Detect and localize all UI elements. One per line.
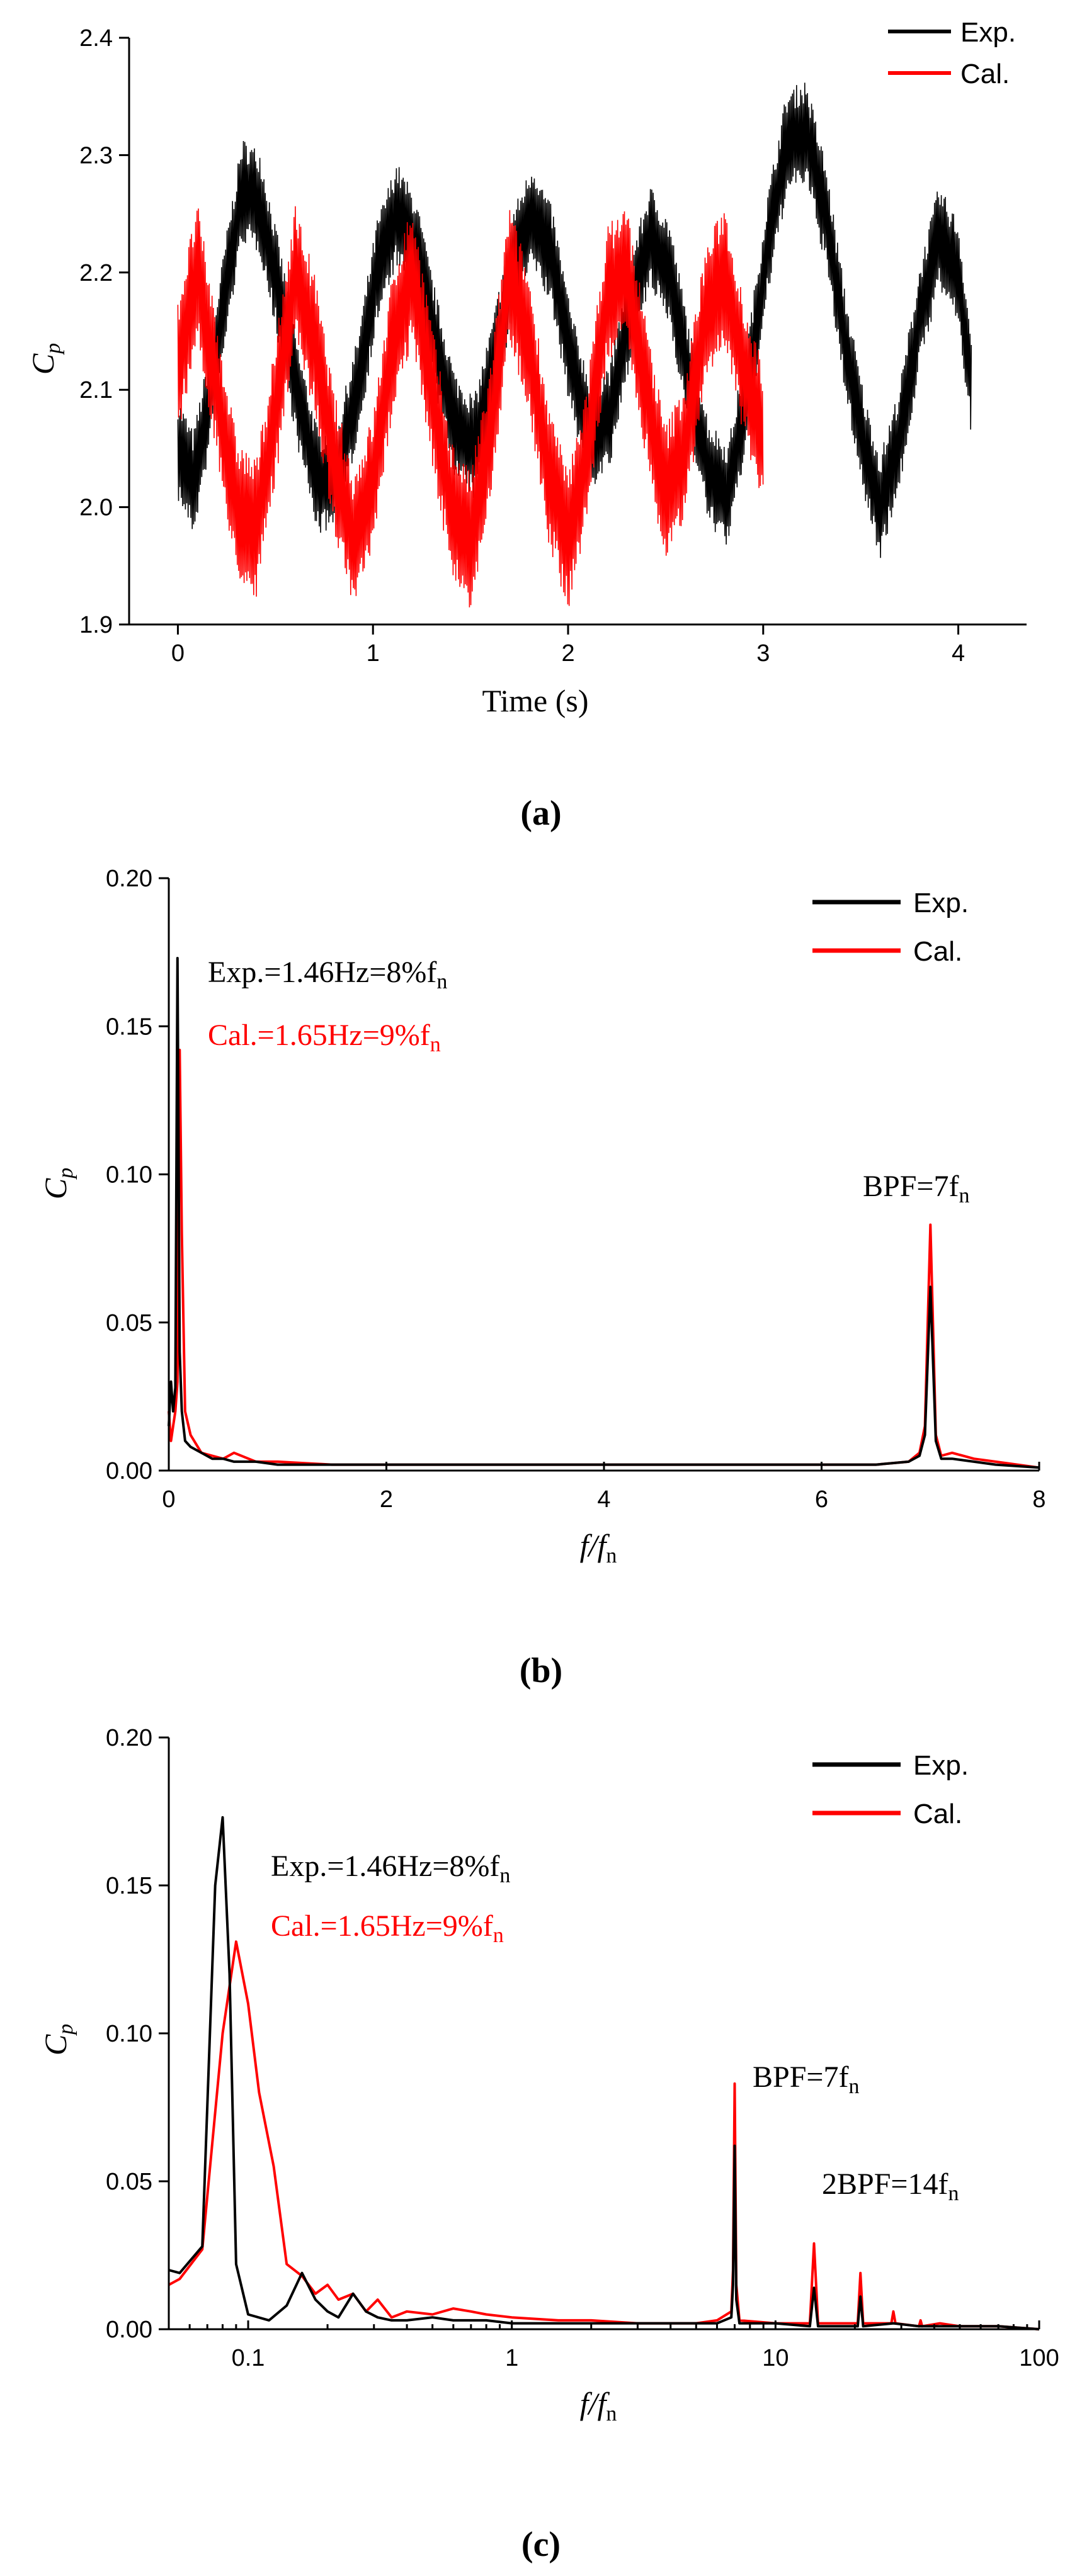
panel-b-ylabel-main: C xyxy=(38,1178,73,1199)
y-tick-label: 0.15 xyxy=(106,1873,152,1899)
y-tick-label: 0.00 xyxy=(106,2317,152,2343)
panel-c-legend: Exp. Cal. xyxy=(812,1750,969,1829)
y-tick-label: 2.4 xyxy=(79,25,113,52)
panel-b-xlabel: f/fn xyxy=(580,1528,617,1568)
annotation-exp-sub: n xyxy=(499,1864,510,1887)
annotation-bpf-sub: n xyxy=(959,1184,969,1207)
panel-b-ylabel: Cp xyxy=(38,1168,77,1199)
series-exp-trace xyxy=(177,82,972,558)
x-tick-label: 2 xyxy=(561,640,574,667)
x-tick-label: 4 xyxy=(597,1486,610,1513)
annotation-bpf-text: BPF=7f xyxy=(753,2060,848,2094)
x-tick-label: 6 xyxy=(815,1486,828,1513)
annotation-cal-peak: Cal.=1.65Hz=9%fn xyxy=(271,1909,504,1947)
x-tick-label: 1 xyxy=(505,2345,518,2371)
annotation-bpf: BPF=7fn xyxy=(753,2060,859,2098)
annotation-cal-peak: Cal.=1.65Hz=9%fn xyxy=(208,1019,441,1056)
panel-b-label: (b) xyxy=(520,1651,562,1690)
annotation-2bpf-sub: n xyxy=(948,2182,959,2205)
panel-a-traces xyxy=(177,82,972,607)
y-tick-label: 1.9 xyxy=(79,612,113,638)
y-tick-label: 2.3 xyxy=(79,142,113,169)
panel-a-legend: Exp. Cal. xyxy=(888,17,1016,89)
annotation-exp-peak: Exp.=1.46Hz=8%fn xyxy=(271,1850,510,1887)
x-tick-label: 4 xyxy=(952,640,965,667)
x-tick-label: 1 xyxy=(367,640,380,667)
annotation-cal-text: Cal.=1.65Hz=9%f xyxy=(208,1019,430,1052)
legend-label-exp: Exp. xyxy=(960,17,1016,48)
panel-a-ylabel-main: C xyxy=(25,353,60,375)
legend-label-cal: Cal. xyxy=(913,1799,962,1829)
annotation-cal-text: Cal.=1.65Hz=9%f xyxy=(271,1909,493,1943)
annotation-exp-text: Exp.=1.46Hz=8%f xyxy=(271,1850,499,1883)
x-tick-label: 100 xyxy=(1019,2345,1059,2371)
panel-b-ticks: 0 2 4 6 8 0.00 0.05 0.10 0.15 0.20 xyxy=(106,866,1046,1513)
panel-b-xlabel-main: f/f xyxy=(580,1528,610,1563)
x-tick-label: 8 xyxy=(1032,1486,1045,1513)
series-cal-line xyxy=(168,1940,1040,2330)
panel-c-traces xyxy=(168,1816,1040,2330)
chart-panel-a: 0 1 2 3 4 1.9 2.0 2.1 2.2 2.3 2.4 Time (s) Cp Exp.… xyxy=(25,17,1027,833)
y-tick-label: 0.00 xyxy=(106,1458,152,1484)
panel-c-xlabel: f/fn xyxy=(580,2386,617,2426)
x-tick-label: 10 xyxy=(762,2345,789,2371)
annotation-bpf-text: BPF=7f xyxy=(863,1170,959,1203)
panel-c-ticks: 0.1 1 10 100 0.00 0.05 0.10 0.15 0.20 xyxy=(106,1725,1059,2371)
series-cal-trace xyxy=(177,206,764,607)
chart-panel-b: 0 2 4 6 80.000.050.100.150.20 f/fn Cp Exp. C… xyxy=(38,866,1046,1690)
annotation-2bpf: 2BPF=14fn xyxy=(822,2167,959,2205)
panel-c-ylabel: Cp xyxy=(38,2024,77,2055)
annotation-exp-sub: n xyxy=(436,970,447,993)
panel-a-ylabel-sub: p xyxy=(42,343,65,355)
panel-a-label: (a) xyxy=(520,794,561,833)
panel-a-axes xyxy=(128,38,1027,626)
y-tick-label: 0.20 xyxy=(106,1725,152,1751)
annotation-bpf: BPF=7fn xyxy=(863,1170,969,1207)
series-cal-line xyxy=(168,1048,1040,1469)
y-tick-label: 2.0 xyxy=(79,495,113,521)
y-tick-label: 0.10 xyxy=(106,1162,152,1189)
y-tick-label: 2.2 xyxy=(79,260,113,286)
series-exp-line xyxy=(168,1816,1040,2330)
panel-a-xlabel: Time (s) xyxy=(482,683,588,718)
legend-label-exp: Exp. xyxy=(913,888,969,918)
annotation-2bpf-text: 2BPF=14f xyxy=(822,2167,948,2201)
panel-c-axes xyxy=(168,1737,1039,2330)
annotation-exp-peak: Exp.=1.46Hz=8%fn xyxy=(208,956,447,993)
x-tick-label: 2 xyxy=(380,1486,393,1513)
panel-b-axes xyxy=(168,878,1039,1472)
annotation-cal-sub: n xyxy=(430,1033,441,1056)
y-tick-label: 0.15 xyxy=(106,1014,152,1040)
panel-b-xlabel-sub: n xyxy=(606,1544,617,1568)
panel-b-traces xyxy=(168,957,1040,1469)
panel-b-ylabel-sub: p xyxy=(54,1168,77,1180)
y-tick-label: 2.1 xyxy=(79,377,113,404)
x-tick-label: 0 xyxy=(171,640,185,667)
panel-c-xlabel-sub: n xyxy=(606,2402,617,2426)
x-tick-label: 0.1 xyxy=(232,2345,265,2371)
panel-c-ylabel-sub: p xyxy=(54,2024,77,2036)
x-tick-label: 0 xyxy=(162,1486,175,1513)
panel-a-ylabel: Cp xyxy=(25,343,65,375)
panel-c-ylabel-main: C xyxy=(38,2034,73,2055)
x-tick-label: 3 xyxy=(756,640,770,667)
y-tick-label: 0.10 xyxy=(106,2021,152,2047)
annotation-bpf-sub: n xyxy=(848,2075,859,2098)
panel-c-label: (c) xyxy=(521,2525,561,2564)
annotation-cal-sub: n xyxy=(493,1924,504,1947)
series-exp-line xyxy=(168,957,1040,1469)
annotation-exp-text: Exp.=1.46Hz=8%f xyxy=(208,956,436,989)
y-tick-label: 0.05 xyxy=(106,2169,152,2195)
legend-label-exp: Exp. xyxy=(913,1750,969,1781)
panel-b-legend: Exp. Cal. xyxy=(812,888,969,967)
panel-a-ticks: 0 1 2 3 4 1.9 2.0 2.1 2.2 2.3 2.4 xyxy=(79,25,965,667)
legend-label-cal: Cal. xyxy=(960,59,1010,89)
panel-c-xlabel-main: f/f xyxy=(580,2386,610,2421)
y-tick-label: 0.20 xyxy=(106,866,152,892)
legend-label-cal: Cal. xyxy=(913,936,962,967)
y-tick-label: 0.05 xyxy=(106,1310,152,1336)
